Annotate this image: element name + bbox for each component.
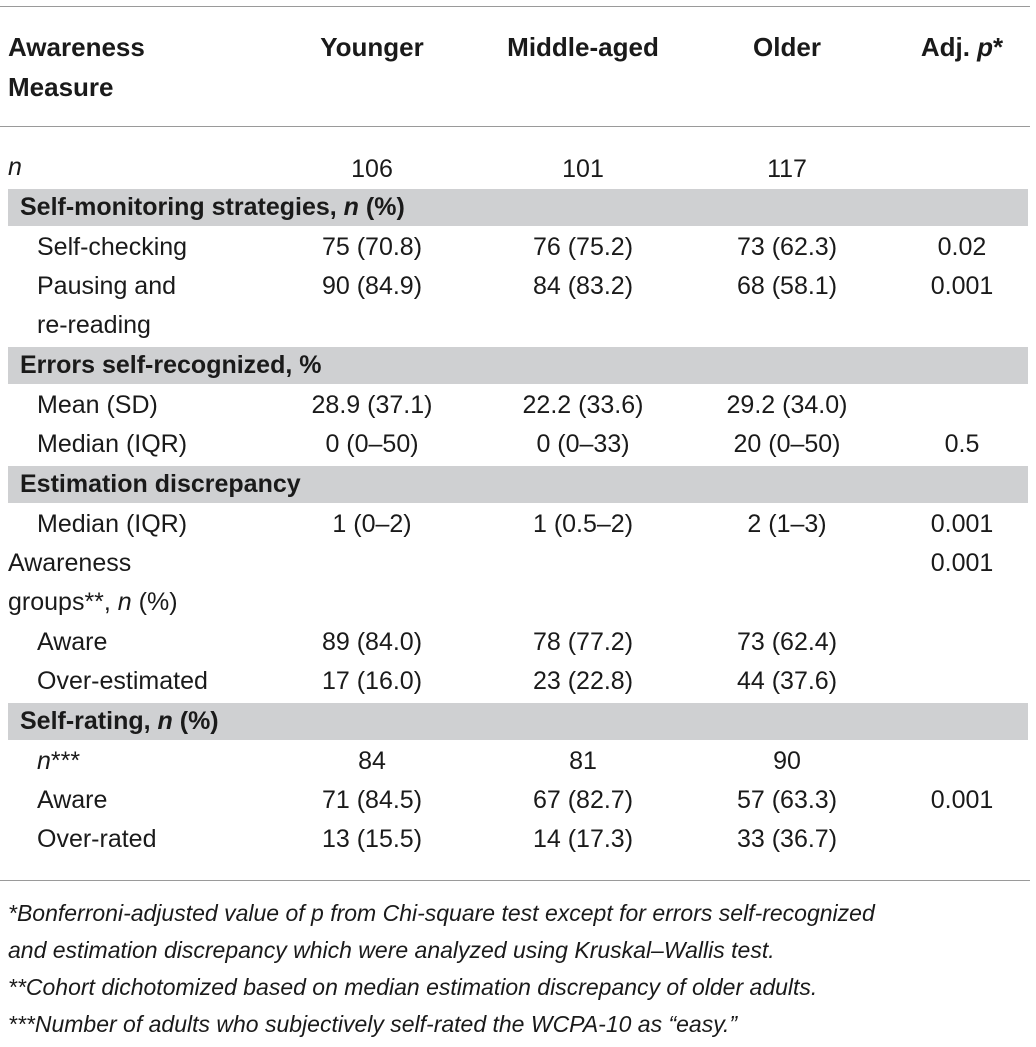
cell-older: 90 — [773, 747, 801, 775]
row-label: Median (IQR) — [37, 430, 188, 458]
cell-younger: 0 (0–50) — [325, 430, 419, 458]
row-label: Awareness — [8, 549, 132, 577]
row-label: Pausing and — [37, 272, 177, 300]
footnote-2: **Cohort dichotomized based on median es… — [8, 974, 818, 1000]
table-header: Awareness Measure Younger Middle-aged Ol… — [0, 27, 1036, 112]
cell-younger: 106 — [351, 155, 393, 183]
cell-younger: 71 (84.5) — [321, 786, 423, 814]
cell-middle-aged: 0 (0–33) — [536, 430, 630, 458]
row-label-continued: groups**, n (%) — [8, 588, 178, 616]
cell-older: 73 (62.3) — [736, 233, 838, 261]
cell-younger: 17 (16.0) — [321, 667, 423, 695]
bottom-rule — [0, 880, 1030, 881]
cell-middle-aged: 101 — [562, 155, 604, 183]
cell-older: 44 (37.6) — [736, 667, 838, 695]
cell-adj-p: 0.001 — [930, 272, 994, 300]
row-label: Aware — [37, 628, 108, 656]
footnote-3: ***Number of adults who subjectively sel… — [8, 1011, 738, 1037]
cell-middle-aged: 78 (77.2) — [532, 628, 634, 656]
footnote-1: *Bonferroni-adjusted value of p from Chi… — [8, 900, 875, 926]
cell-middle-aged: 22.2 (33.6) — [522, 391, 644, 419]
cell-younger: 75 (70.8) — [321, 233, 423, 261]
cell-middle-aged: 23 (22.8) — [532, 667, 634, 695]
row-label: Self-checking — [37, 233, 188, 261]
header-measure: Awareness Measure — [8, 32, 145, 102]
cell-older: 33 (36.7) — [736, 825, 838, 853]
cell-adj-p: 0.001 — [930, 549, 994, 577]
header-adj-p: Adj. p* — [920, 32, 1004, 62]
cell-younger: 84 — [358, 747, 386, 775]
cell-middle-aged: 14 (17.3) — [532, 825, 634, 853]
header-rule — [0, 126, 1030, 127]
header-younger: Younger — [320, 32, 424, 62]
header-older: Older — [753, 32, 821, 62]
cell-middle-aged: 76 (75.2) — [532, 233, 634, 261]
cell-older: 20 (0–50) — [733, 430, 841, 458]
row-label: Over-estimated — [37, 667, 208, 695]
cell-adj-p: 0.001 — [930, 786, 994, 814]
row-label: Mean (SD) — [37, 391, 158, 419]
row-label: Median (IQR) — [37, 510, 188, 538]
cell-older: 57 (63.3) — [736, 786, 838, 814]
header-middle-aged: Middle-aged — [507, 32, 659, 62]
footnote-1-continued: and estimation discrepancy which were an… — [8, 937, 775, 963]
cell-younger: 1 (0–2) — [332, 510, 412, 538]
cell-older: 117 — [767, 155, 807, 183]
cell-younger: 13 (15.5) — [321, 825, 423, 853]
section-header: Self-monitoring strategies, n (%) — [8, 189, 1028, 226]
row-label-continued: re-reading — [37, 311, 151, 339]
section-header: Estimation discrepancy — [8, 466, 1028, 503]
cell-younger: 90 (84.9) — [321, 272, 423, 300]
cell-younger: 89 (84.0) — [321, 628, 423, 656]
cell-middle-aged: 81 — [569, 747, 597, 775]
row-label: n*** — [37, 747, 81, 775]
cell-older: 29.2 (34.0) — [726, 391, 848, 419]
cell-adj-p: 0.001 — [930, 510, 994, 538]
cell-younger: 28.9 (37.1) — [311, 391, 433, 419]
row-label: Aware — [37, 786, 108, 814]
cell-older: 68 (58.1) — [736, 272, 838, 300]
cell-middle-aged: 67 (82.7) — [532, 786, 634, 814]
cell-middle-aged: 1 (0.5–2) — [532, 510, 634, 538]
cell-adj-p: 0.5 — [944, 430, 980, 458]
row-label: Over-rated — [37, 825, 157, 853]
cell-older: 73 (62.4) — [736, 628, 838, 656]
cell-adj-p: 0.02 — [937, 233, 987, 261]
section-header: Errors self-recognized, % — [8, 347, 1028, 384]
row-label: n — [8, 153, 22, 181]
top-rule — [0, 6, 1030, 7]
section-header: Self-rating, n (%) — [8, 703, 1028, 740]
cell-older: 2 (1–3) — [747, 510, 827, 538]
cell-middle-aged: 84 (83.2) — [532, 272, 634, 300]
